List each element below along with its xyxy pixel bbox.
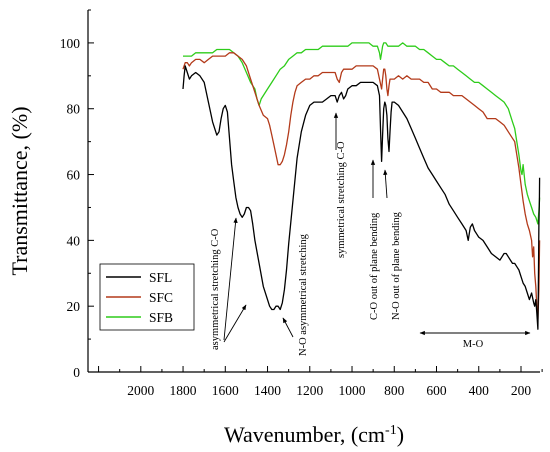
series-line-sfc — [182, 52, 541, 320]
x-tick-label: 600 — [426, 383, 447, 398]
annotations: asymmetrical stretching C-O N-O asymmetri… — [210, 112, 531, 356]
arrow-asym-co-1 — [223, 217, 238, 341]
arrow-asym-co-2 — [223, 304, 247, 343]
x-axis-label: Wavenumber, (cm-1) — [224, 422, 404, 447]
y-tick-label: 40 — [67, 233, 81, 248]
axes: 0 20 40 60 80 100 2000 1800 1600 1400 1200 1000 800 6… — [60, 9, 543, 398]
annotation-co-bending: C-O out of plane bending — [369, 212, 380, 320]
x-tick-label: 800 — [384, 383, 405, 398]
x-tick-label: 1000 — [339, 383, 366, 398]
legend-label-sfb: SFB — [149, 310, 173, 325]
series-layer — [182, 42, 541, 330]
series-line-sfb — [183, 42, 541, 225]
annotation-mo: M-O — [463, 339, 484, 350]
y-axis-label: Transmittance, (%) — [7, 106, 32, 275]
annotation-asym-co: asymmetrical stretching C-O — [210, 228, 221, 350]
legend-label-sfc: SFC — [149, 290, 173, 305]
arrow-no-asym — [282, 317, 294, 338]
y-tick-label: 20 — [67, 299, 81, 314]
legend-label-sfl: SFL — [149, 270, 172, 285]
arrow-no-bending — [383, 169, 388, 199]
x-tick-label: 1600 — [212, 383, 239, 398]
x-tick-label: 1800 — [170, 383, 197, 398]
x-tick-label: 1200 — [296, 383, 323, 398]
series-line-sfl — [182, 65, 541, 330]
annotation-no-bending: N-O out of plane bending — [391, 211, 402, 320]
annotation-no-asym: N-O asymmetrical stretching — [298, 233, 309, 356]
legend: SFL SFC SFB — [99, 263, 195, 331]
y-tick-label: 0 — [73, 365, 80, 380]
y-tick-label: 60 — [67, 168, 81, 183]
x-tick-label: 400 — [469, 383, 490, 398]
x-tick-label: 2000 — [127, 383, 154, 398]
y-tick-label: 80 — [67, 102, 81, 117]
annotation-sym-co: symmetrical stretching C-O — [336, 141, 347, 258]
x-tick-label: 1400 — [254, 383, 281, 398]
x-tick-label: 200 — [511, 383, 532, 398]
y-tick-label: 100 — [60, 36, 81, 51]
